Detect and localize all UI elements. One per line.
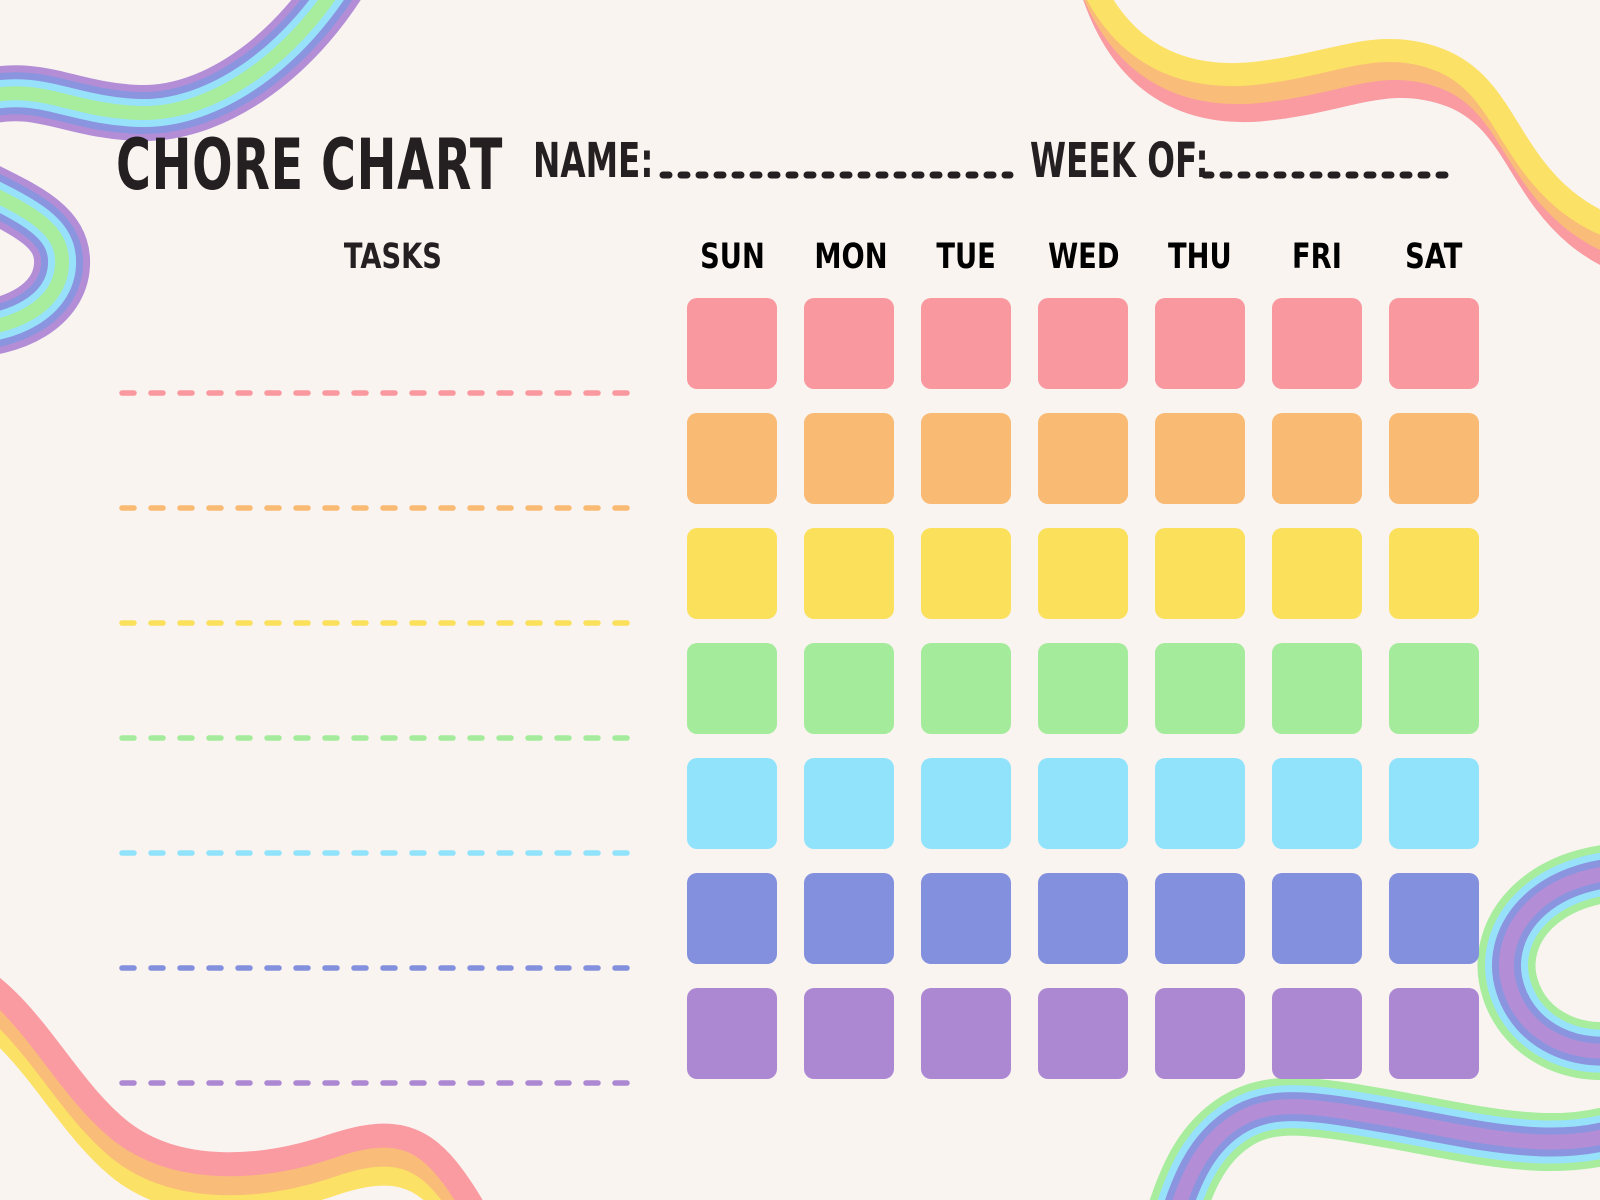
chore-cell-yellow-wed[interactable]	[1038, 528, 1128, 619]
day-label-tue: TUE	[921, 237, 1011, 277]
chore-cell-yellow-thu[interactable]	[1155, 528, 1245, 619]
day-label-sun: SUN	[687, 237, 777, 277]
name-input-line[interactable]	[658, 170, 1018, 180]
chore-cell-orange-sun[interactable]	[687, 413, 777, 504]
chore-cell-purple-tue[interactable]	[921, 988, 1011, 1079]
chore-cell-pink-wed[interactable]	[1038, 298, 1128, 389]
chore-cell-green-mon[interactable]	[804, 643, 894, 734]
chore-cell-purple-wed[interactable]	[1038, 988, 1128, 1079]
chore-cell-periwinkle-sun[interactable]	[687, 873, 777, 964]
day-label-wed: WED	[1038, 237, 1128, 277]
day-label-text: SUN	[699, 237, 765, 277]
day-label-text: SAT	[1405, 237, 1463, 277]
chore-cell-periwinkle-thu[interactable]	[1155, 873, 1245, 964]
chore-cell-green-tue[interactable]	[921, 643, 1011, 734]
task-line-blue[interactable]	[118, 849, 648, 857]
chore-cell-purple-thu[interactable]	[1155, 988, 1245, 1079]
chore-cell-yellow-sun[interactable]	[687, 528, 777, 619]
chore-cell-periwinkle-wed[interactable]	[1038, 873, 1128, 964]
task-line-pink[interactable]	[118, 389, 648, 397]
chore-cell-green-thu[interactable]	[1155, 643, 1245, 734]
chore-cell-blue-mon[interactable]	[804, 758, 894, 849]
day-label-sat: SAT	[1389, 237, 1479, 277]
chore-cell-orange-wed[interactable]	[1038, 413, 1128, 504]
day-label-text: WED	[1048, 237, 1120, 277]
task-line-orange[interactable]	[118, 504, 648, 512]
task-line-yellow[interactable]	[118, 619, 648, 627]
chore-cell-green-fri[interactable]	[1272, 643, 1362, 734]
day-label-text: THU	[1168, 237, 1232, 277]
chore-cell-orange-thu[interactable]	[1155, 413, 1245, 504]
chore-cell-periwinkle-sat[interactable]	[1389, 873, 1479, 964]
chore-grid	[687, 298, 1479, 1079]
page-title: CHORE CHART	[116, 124, 504, 206]
day-label-thu: THU	[1155, 237, 1245, 277]
chore-cell-blue-sun[interactable]	[687, 758, 777, 849]
chore-cell-pink-tue[interactable]	[921, 298, 1011, 389]
day-label-text: MON	[814, 237, 888, 277]
chore-cell-pink-mon[interactable]	[804, 298, 894, 389]
chore-cell-blue-sat[interactable]	[1389, 758, 1479, 849]
task-line-purple[interactable]	[118, 1079, 648, 1087]
chore-cell-green-sun[interactable]	[687, 643, 777, 734]
day-label-text: FRI	[1292, 237, 1342, 277]
chore-cell-green-wed[interactable]	[1038, 643, 1128, 734]
chore-cell-blue-tue[interactable]	[921, 758, 1011, 849]
chore-cell-pink-thu[interactable]	[1155, 298, 1245, 389]
chore-cell-periwinkle-fri[interactable]	[1272, 873, 1362, 964]
week-of-label: WEEK OF:	[1030, 133, 1209, 189]
chore-cell-yellow-fri[interactable]	[1272, 528, 1362, 619]
chore-cell-periwinkle-mon[interactable]	[804, 873, 894, 964]
chore-cell-yellow-sat[interactable]	[1389, 528, 1479, 619]
chore-cell-purple-sat[interactable]	[1389, 988, 1479, 1079]
chore-cell-blue-wed[interactable]	[1038, 758, 1128, 849]
day-label-fri: FRI	[1272, 237, 1362, 277]
chore-cell-yellow-mon[interactable]	[804, 528, 894, 619]
task-line-periwinkle[interactable]	[118, 964, 648, 972]
chore-cell-blue-fri[interactable]	[1272, 758, 1362, 849]
tasks-column-header: TASKS	[343, 237, 443, 277]
chore-cell-yellow-tue[interactable]	[921, 528, 1011, 619]
chore-cell-orange-tue[interactable]	[921, 413, 1011, 504]
chore-cell-periwinkle-tue[interactable]	[921, 873, 1011, 964]
chore-cell-purple-fri[interactable]	[1272, 988, 1362, 1079]
chore-cell-pink-sun[interactable]	[687, 298, 777, 389]
chore-cell-blue-thu[interactable]	[1155, 758, 1245, 849]
chore-cell-pink-sat[interactable]	[1389, 298, 1479, 389]
name-label: NAME:	[533, 133, 654, 189]
chore-cell-orange-mon[interactable]	[804, 413, 894, 504]
day-label-mon: MON	[804, 237, 894, 277]
week-of-input-line[interactable]	[1200, 170, 1454, 180]
day-label-text: TUE	[936, 237, 996, 277]
chore-cell-purple-mon[interactable]	[804, 988, 894, 1079]
chore-cell-green-sat[interactable]	[1389, 643, 1479, 734]
chore-cell-orange-sat[interactable]	[1389, 413, 1479, 504]
chore-cell-purple-sun[interactable]	[687, 988, 777, 1079]
day-header-row: SUN MON TUE WED THU FRI SAT	[687, 237, 1479, 277]
chore-cell-pink-fri[interactable]	[1272, 298, 1362, 389]
chore-cell-orange-fri[interactable]	[1272, 413, 1362, 504]
task-line-green[interactable]	[118, 734, 648, 742]
